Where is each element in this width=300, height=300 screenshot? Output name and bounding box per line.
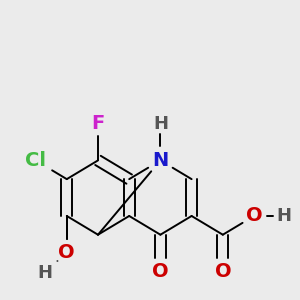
Text: O: O: [58, 243, 75, 262]
Text: H: H: [37, 264, 52, 282]
Text: Cl: Cl: [25, 151, 46, 170]
Text: ·: ·: [55, 255, 60, 270]
Text: O: O: [214, 262, 231, 281]
Text: H: H: [276, 207, 291, 225]
Text: O: O: [152, 262, 169, 281]
Text: H: H: [153, 115, 168, 133]
Text: O: O: [246, 206, 262, 226]
Text: F: F: [92, 114, 105, 133]
Text: N: N: [152, 151, 169, 170]
